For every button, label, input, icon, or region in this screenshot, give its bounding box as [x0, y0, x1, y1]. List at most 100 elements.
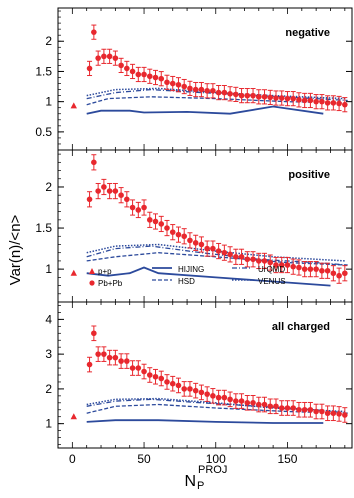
pbpb-point [290, 263, 297, 270]
pbpb-point [192, 240, 199, 246]
pbpb-point [324, 267, 331, 274]
pbpb-point [175, 382, 182, 389]
pbpb-point [244, 92, 251, 99]
pbpb-point [221, 89, 228, 96]
hijing-curve [86, 419, 324, 424]
pbpb-point [141, 71, 147, 78]
pbpb-point [112, 55, 119, 61]
pbpb-point [233, 254, 239, 260]
pbpb-point [301, 266, 308, 272]
pbpb-point [146, 73, 153, 80]
pbpb-point [204, 87, 210, 94]
pbpb-point [106, 354, 113, 361]
x-axis-label-sub: P [197, 480, 204, 492]
pbpb-point [319, 408, 325, 415]
y-tick-label: 1.5 [35, 64, 52, 78]
pbpb-point [158, 375, 165, 382]
y-tick-label: 4 [45, 312, 52, 326]
pbpb-point [152, 373, 159, 380]
pbpb-point [255, 258, 262, 264]
pbpb-point [238, 254, 245, 260]
pbpb-point [181, 233, 188, 240]
y-tick-label: 2 [45, 34, 52, 48]
pbpb-point [273, 262, 279, 268]
pbpb-point [238, 92, 245, 99]
pbpb-point [164, 379, 170, 385]
pbpb-point [324, 100, 331, 106]
pbpb-point [290, 95, 297, 102]
pbpb-point [301, 406, 308, 413]
y-tick-label: 2 [45, 382, 52, 396]
pbpb-point [101, 184, 107, 190]
pbpb-point [273, 95, 279, 101]
pbpb-point [255, 401, 262, 408]
pbpb-point [169, 80, 176, 87]
pbpb-point [307, 97, 314, 104]
pbpb-point [101, 351, 107, 357]
panel-3: 1 2 3 4 all charged [45, 301, 353, 449]
pbpb-point [227, 396, 233, 403]
pbpb-point [267, 259, 274, 266]
pbpb-point [278, 95, 285, 101]
legend-marker [89, 268, 95, 274]
pbpb-point [169, 380, 176, 387]
pbpb-point [296, 406, 302, 413]
y-tick-label: 1.5 [35, 221, 52, 235]
pbpb-point [91, 330, 97, 337]
pbpb-point [181, 386, 188, 392]
pbpb-point [158, 75, 165, 82]
pbpb-point [313, 408, 319, 415]
pbpb-point [250, 92, 256, 99]
pbpb-point [164, 225, 170, 231]
legend-entry-pp: p+p [89, 267, 112, 276]
pbpb-point [204, 245, 210, 252]
pbpb-point [221, 394, 228, 401]
y-tick-label: 1 [45, 262, 52, 276]
pbpb-point [91, 29, 97, 35]
pbpb-point [250, 256, 256, 263]
pbpb-point [175, 81, 182, 88]
pbpb-point [187, 85, 193, 92]
venus-curve [86, 87, 345, 100]
pbpb-point [319, 98, 325, 105]
legend-label: UrQMD [258, 265, 285, 274]
pbpb-point [129, 365, 136, 371]
x-axis-label-main: N [184, 473, 196, 490]
pbpb-point [135, 365, 142, 371]
pp-point [70, 269, 77, 276]
pbpb-point [124, 196, 130, 203]
pbpb-point [290, 405, 297, 411]
hijing-curve [86, 105, 324, 115]
panel-label: positive [288, 169, 330, 181]
pbpb-point [301, 97, 308, 104]
pbpb-point [313, 98, 319, 105]
pbpb-point [95, 55, 101, 61]
pbpb-point [233, 398, 239, 404]
y-tick-label: 3 [45, 347, 52, 361]
hsd-curve [86, 252, 345, 266]
pbpb-point [284, 262, 291, 268]
pbpb-point [261, 94, 268, 100]
pbpb-point [284, 405, 291, 411]
pbpb-point [187, 237, 193, 244]
pbpb-point [146, 217, 153, 223]
pbpb-point [141, 368, 147, 375]
pbpb-point [273, 403, 279, 410]
pp-point [70, 413, 77, 420]
pbpb-point [192, 387, 199, 394]
legend-label: VENUS [258, 277, 286, 286]
pbpb-point [255, 94, 262, 100]
x-tick-label: 100 [206, 452, 226, 466]
pbpb-point [158, 221, 165, 227]
pbpb-point [336, 411, 342, 417]
pbpb-point [244, 256, 251, 263]
pbpb-point [91, 159, 97, 166]
pbpb-point [187, 386, 193, 392]
pbpb-point [95, 351, 101, 357]
legend-label: Pb+Pb [98, 279, 123, 288]
pbpb-point [118, 192, 124, 198]
pbpb-point [313, 266, 319, 272]
pbpb-point [112, 188, 119, 194]
y-tick-label: 1 [45, 417, 52, 431]
